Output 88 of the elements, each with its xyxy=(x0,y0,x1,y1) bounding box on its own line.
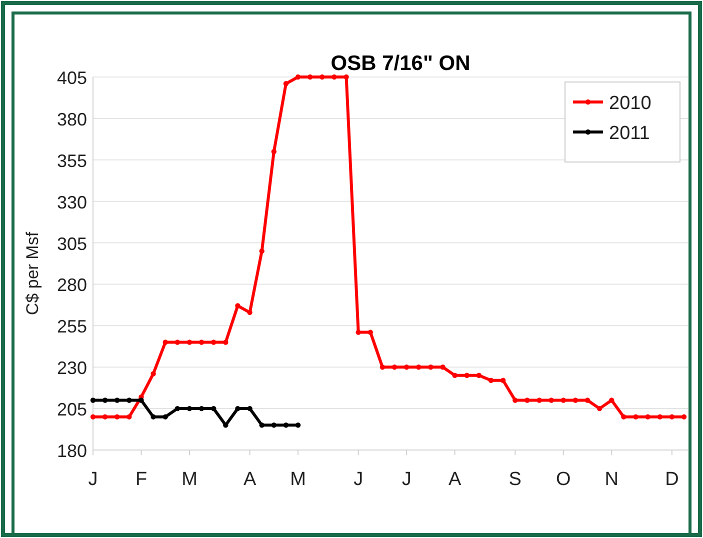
point xyxy=(320,74,325,80)
point xyxy=(102,398,108,403)
x-tick-label: A xyxy=(243,469,256,490)
point xyxy=(114,414,120,420)
point xyxy=(681,414,687,420)
y-tick-label: 355 xyxy=(56,150,87,171)
point xyxy=(621,414,626,420)
point xyxy=(560,398,566,403)
point xyxy=(186,340,192,345)
chart-title: OSB 7/16" ON xyxy=(330,52,470,75)
y-tick-label: 330 xyxy=(56,192,87,212)
y-tick-label: 305 xyxy=(56,234,87,254)
x-tick-label: J xyxy=(88,469,98,490)
y-tick-label: 380 xyxy=(56,109,87,130)
point xyxy=(404,364,410,370)
point xyxy=(211,340,216,345)
point xyxy=(259,422,264,428)
point xyxy=(476,372,482,378)
x-tick-label: O xyxy=(556,469,571,490)
y-tick-label: 205 xyxy=(56,400,87,420)
point xyxy=(295,74,301,80)
point xyxy=(464,372,470,378)
point xyxy=(223,340,228,345)
legend-label: 2010 xyxy=(609,93,652,114)
point xyxy=(645,414,650,420)
point xyxy=(259,248,264,254)
point xyxy=(368,330,374,335)
point xyxy=(536,398,542,403)
y-tick-label: 405 xyxy=(56,68,87,88)
point xyxy=(126,398,132,403)
point xyxy=(669,414,675,420)
point xyxy=(211,406,216,412)
point xyxy=(633,414,638,420)
point xyxy=(271,422,277,428)
point xyxy=(488,378,494,383)
point xyxy=(150,414,156,420)
point xyxy=(440,364,446,370)
x-tick-label: J xyxy=(354,469,364,490)
point xyxy=(162,340,168,345)
x-tick-label: J xyxy=(402,469,412,490)
point xyxy=(308,74,313,80)
point xyxy=(102,414,108,420)
y-tick-label: 230 xyxy=(56,358,87,378)
x-tick-label: M xyxy=(182,469,198,490)
point xyxy=(500,378,506,383)
x-tick-label: A xyxy=(448,469,462,490)
point xyxy=(283,81,289,86)
point xyxy=(512,398,518,403)
y-tick-label: 280 xyxy=(56,275,87,296)
point xyxy=(344,74,349,80)
point xyxy=(524,398,530,403)
x-tick-label: S xyxy=(508,469,522,490)
point xyxy=(295,422,301,428)
point xyxy=(584,398,590,403)
point xyxy=(174,340,180,345)
point xyxy=(90,398,96,403)
x-tick-label: D xyxy=(665,469,679,490)
point xyxy=(283,422,289,428)
point xyxy=(452,372,458,378)
point xyxy=(332,74,337,80)
point xyxy=(126,414,132,420)
y-tick-label: 255 xyxy=(56,316,87,337)
point xyxy=(138,398,144,403)
point xyxy=(235,406,240,412)
x-tick-label: N xyxy=(604,469,618,490)
x-tick-label: F xyxy=(135,469,148,490)
point xyxy=(572,398,578,403)
point xyxy=(657,414,662,420)
point xyxy=(609,398,614,403)
legend-label: 2011 xyxy=(609,123,650,144)
x-tick-label: M xyxy=(290,469,306,490)
point xyxy=(150,371,156,376)
point xyxy=(416,364,422,370)
point xyxy=(356,330,361,335)
point xyxy=(114,398,120,403)
y-tick-label: 180 xyxy=(56,441,87,461)
point xyxy=(235,303,240,308)
point xyxy=(380,364,386,370)
point xyxy=(428,364,434,370)
point xyxy=(162,414,168,420)
point xyxy=(596,406,602,412)
point xyxy=(548,398,554,403)
point xyxy=(247,406,252,412)
y-axis-title: C$ per Msf xyxy=(23,232,42,316)
point xyxy=(392,364,398,370)
point xyxy=(90,414,96,420)
point xyxy=(271,149,277,154)
point xyxy=(198,340,204,345)
